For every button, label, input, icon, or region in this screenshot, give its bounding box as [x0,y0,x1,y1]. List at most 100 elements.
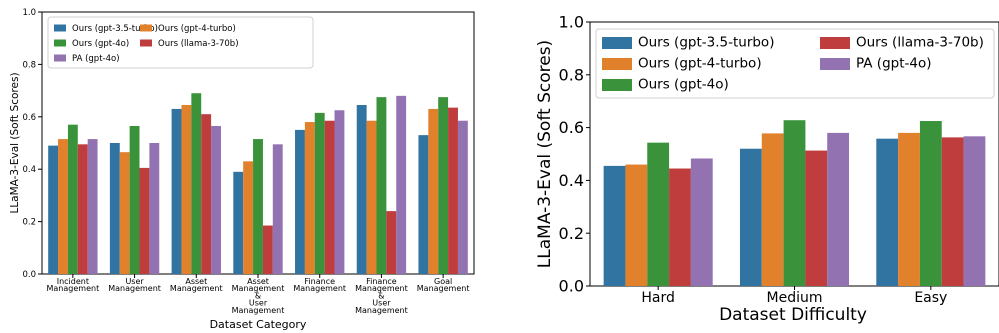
bar [376,97,387,275]
bar [233,171,244,274]
x-tick-label: User Management [108,277,161,293]
bar [243,161,254,274]
y-tick-label: 1.0 [559,13,584,32]
bars [48,93,468,275]
legend-frame [595,28,995,99]
y-axis-label: LLaMA-3-Eval (Soft Scores) [9,72,21,213]
bar [181,105,192,274]
bar [919,121,942,286]
bar [324,120,335,274]
bar [418,135,429,274]
legend: Ours (gpt-3.5-turbo) Ours (gpt-4-turbo) Ou… [595,28,995,99]
legend: Ours (gpt-3.5-turbo) Ours (gpt-4o) PA (gpt… [47,16,314,69]
bar [272,144,283,274]
y-tick-label: 0.8 [559,65,584,84]
bar [448,107,458,274]
bar [963,136,986,286]
legend-swatch [602,79,632,91]
legend-swatch [54,24,66,32]
bar [690,158,713,286]
bar [149,143,160,274]
y-tick-label: 0.8 [22,60,36,70]
bar [334,110,345,274]
bar [603,165,626,286]
legend-swatch [54,54,66,62]
bar [139,167,150,274]
y-tick-label: 0.0 [559,277,584,296]
legend-swatch [140,24,152,32]
chart-category: 0.0 0.2 0.4 0.6 0.8 1.0 Incident Management Use… [9,8,475,331]
legend-frame [47,16,314,69]
bar [428,108,439,274]
bar [253,139,263,274]
bar [314,112,325,275]
legend-swatch [602,37,632,49]
x-axis-label: Dataset Category [210,318,307,331]
x-tick-label: Medium [767,290,823,306]
chart-difficulty: 0.0 0.2 0.4 0.6 0.8 1.0 Hard Medium Easy LLaMA-… [535,13,999,325]
bar [739,148,762,286]
bar [58,139,68,274]
bar [295,129,305,274]
bar [457,120,468,274]
x-ticks: Incident Management User Management Asset Man… [47,274,470,315]
bar [211,125,221,274]
legend-label: Ours (gpt-3.5-turbo) [638,35,774,51]
legend-label: Ours (gpt-4o) [72,39,129,49]
bar [625,164,648,286]
x-tick-label: Finance Management [293,277,346,293]
legend-label: Ours (gpt-3.5-turbo) [72,24,158,34]
legend-swatch [54,39,66,47]
legend-label: PA (gpt-4o) [72,54,120,64]
bar [941,137,964,286]
bar [898,132,920,286]
bar [304,122,315,274]
bar [201,114,212,275]
legend-label: Ours (llama-3-70b) [856,35,984,51]
bar [805,150,828,286]
bar [109,143,120,274]
x-tick-label: Hard [641,290,675,306]
y-tick-label: 0.2 [22,218,36,228]
y-axis-label: LLaMA-3-Eval (Soft Scores) [535,40,555,268]
bar [171,108,182,274]
legend-swatch [820,58,850,70]
y-tick-label: 0.4 [559,171,584,190]
bar [356,105,367,274]
legend-label: Ours (gpt-4-turbo) [158,24,236,34]
legend-swatch [602,58,632,70]
bar [647,142,670,286]
y-tick-label: 0.2 [559,224,584,243]
bar [48,145,59,274]
bar [262,225,273,274]
y-tick-label: 1.0 [22,8,36,18]
bar [119,152,130,274]
bar [67,124,78,274]
bar [876,138,899,286]
bar [386,211,397,274]
y-tick-label: 0.6 [22,113,36,123]
x-tick-label: Easy [914,290,947,306]
bar [191,93,202,274]
x-tick-label: Goal Management [417,277,470,293]
bar [438,97,449,275]
y-ticks: 0.0 0.2 0.4 0.6 0.8 1.0 [559,13,590,296]
legend-swatch [820,37,850,49]
legend-label: Ours (gpt-4o) [638,77,729,93]
y-tick-label: 0.6 [559,118,584,137]
legend-label: Ours (llama-3-70b) [158,39,239,49]
bar [783,120,806,286]
y-tick-label: 0.0 [22,270,36,280]
x-ticks: Hard Medium Easy [641,286,947,306]
x-tick-label: Incident Management [47,277,100,293]
bars [603,120,986,286]
bar [827,132,850,286]
x-tick-label: Asset Management & User Management [232,277,285,315]
bar [366,120,377,274]
bar [761,133,784,286]
legend-label: PA (gpt-4o) [856,56,932,72]
x-tick-label: Asset Management [170,277,223,293]
x-axis-label: Dataset Difficulty [719,305,867,325]
x-tick-label: Finance Management & User Management [355,277,408,315]
bar [129,125,140,274]
